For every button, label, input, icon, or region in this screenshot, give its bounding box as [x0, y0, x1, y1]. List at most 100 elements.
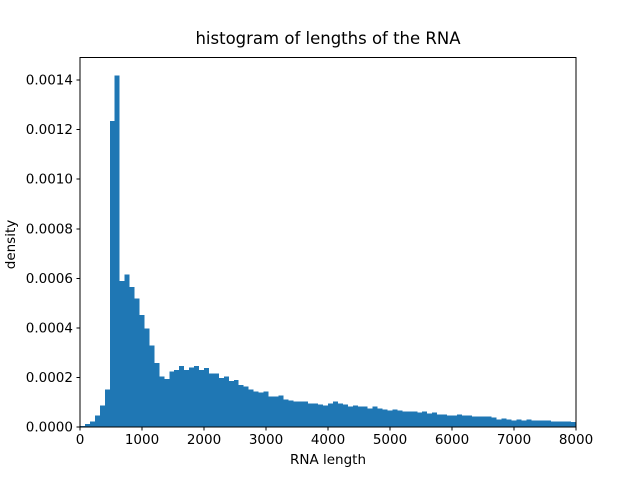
histogram-bar	[427, 413, 433, 428]
histogram-bar	[402, 411, 408, 428]
histogram-bar	[471, 416, 477, 428]
histogram-bar	[407, 411, 413, 428]
histogram-bar	[149, 345, 155, 428]
histogram-bar	[179, 366, 185, 428]
histogram-bar	[511, 420, 517, 428]
histogram-bar	[144, 328, 150, 428]
histogram-bar	[308, 403, 314, 428]
y-tick-label: 0.0004	[26, 321, 73, 337]
histogram-bar	[347, 406, 353, 428]
x-tick-label: 2000	[187, 432, 221, 448]
x-axis: 0 1000 2000 3000 4000 5000 6000 7000 8000	[76, 427, 593, 448]
y-axis-label: density	[3, 220, 19, 270]
x-tick-label: 5000	[373, 432, 407, 448]
histogram-bar	[278, 395, 284, 428]
y-tick-label: 0.0012	[26, 122, 73, 138]
histogram-bar	[273, 396, 279, 428]
histogram-bar	[437, 414, 443, 428]
histogram-bar	[164, 379, 170, 428]
histogram-bar	[194, 366, 200, 428]
histogram-bar	[452, 415, 457, 428]
histogram-bar	[392, 409, 398, 428]
y-tick-label: 0.0014	[26, 73, 73, 89]
histogram-bar	[561, 421, 567, 428]
histogram-bar	[114, 75, 120, 428]
histogram-bar	[199, 370, 204, 428]
histogram-bar	[303, 401, 309, 428]
histogram-bar	[258, 392, 264, 428]
histogram-bar	[526, 419, 532, 428]
histogram-bar	[129, 287, 135, 428]
histogram-bar	[238, 385, 244, 428]
histogram-bar	[491, 417, 497, 428]
y-tick-label: 0.0006	[26, 271, 73, 287]
histogram-bar	[456, 414, 462, 428]
chart-title: histogram of lengths of the RNA	[195, 29, 461, 48]
histogram-bar	[377, 408, 383, 428]
x-tick-label: 3000	[249, 432, 283, 448]
histogram-bar	[154, 363, 160, 428]
histogram-bar	[204, 368, 209, 428]
histogram-bar	[253, 391, 259, 428]
histogram-bar	[337, 403, 343, 428]
histogram-bar	[248, 389, 254, 428]
histogram-bar	[417, 412, 423, 428]
y-tick-label: 0.0002	[26, 370, 73, 386]
histogram-bar	[318, 404, 324, 428]
histogram-bar	[367, 408, 373, 428]
histogram-bar	[99, 405, 105, 428]
histogram-bar	[397, 410, 403, 428]
histogram-bar	[139, 315, 145, 428]
histogram-bar	[422, 411, 428, 428]
histogram-bar	[119, 280, 125, 428]
x-tick-label: 8000	[559, 432, 593, 448]
histogram-bar	[372, 406, 378, 428]
histogram-bar	[94, 415, 100, 428]
histogram-bar	[566, 421, 572, 428]
histogram-bar	[531, 420, 537, 428]
histogram-bar	[288, 400, 294, 428]
histogram-bar	[263, 391, 269, 428]
histogram-bar	[357, 406, 363, 428]
x-tick-label: 7000	[497, 432, 531, 448]
histogram-bar	[159, 376, 165, 428]
histogram-bar	[268, 396, 274, 428]
histogram-bar	[486, 416, 492, 428]
histogram-bar	[342, 404, 348, 428]
y-tick-label: 0.0010	[26, 172, 73, 188]
x-tick-label: 4000	[311, 432, 345, 448]
histogram-bar	[169, 371, 175, 428]
histogram-bar	[387, 410, 393, 428]
histogram-bar	[243, 386, 249, 428]
histogram-bar	[84, 424, 90, 428]
histogram-bar	[516, 419, 522, 428]
histogram-bar	[313, 403, 319, 428]
histogram-bar	[506, 419, 512, 428]
y-tick-label: 0.0000	[26, 420, 73, 436]
histogram-bar	[461, 415, 467, 428]
histogram-bar	[541, 420, 547, 428]
histogram-bar	[496, 419, 502, 428]
histogram-bar	[208, 373, 214, 428]
x-tick-label: 6000	[435, 432, 469, 448]
histogram-bar	[501, 418, 507, 428]
histogram-bar	[89, 421, 95, 428]
histogram-bar	[283, 399, 289, 428]
histogram-bar	[551, 421, 557, 428]
histogram-bar	[213, 373, 219, 428]
histogram-bar	[104, 389, 110, 428]
histogram-bar	[556, 421, 562, 428]
histogram-bar	[546, 420, 552, 428]
histogram-bar	[362, 406, 368, 428]
histogram-bar	[481, 416, 487, 428]
histogram-bar	[332, 401, 338, 428]
histogram-bar	[466, 415, 472, 428]
histogram-bar	[293, 401, 299, 428]
histogram-bar	[223, 376, 229, 428]
histogram-bar	[412, 411, 418, 428]
histogram-bar	[536, 420, 542, 428]
histogram-bar	[571, 422, 576, 428]
histogram-bar	[124, 274, 130, 428]
